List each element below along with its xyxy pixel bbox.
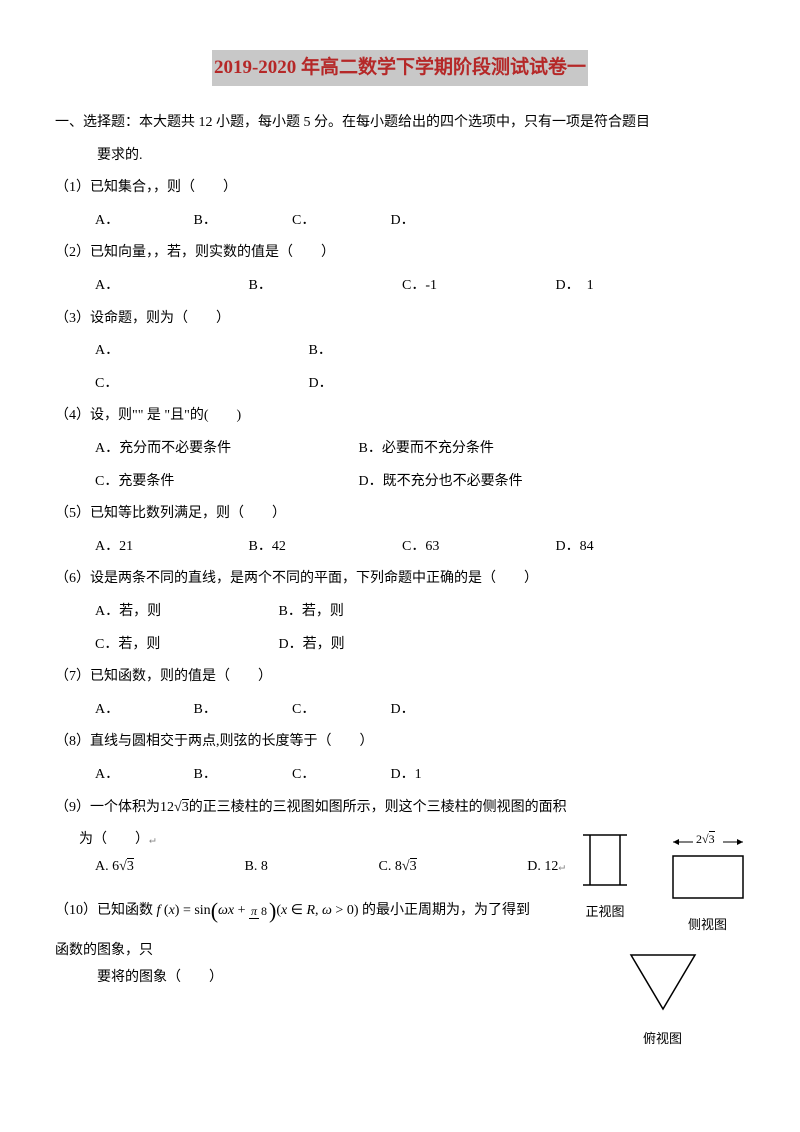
q4-options-row1: A．充分而不必要条件 B．必要而不充分条件 [55,436,745,463]
q6-opt-b: B．若，则 [279,599,344,626]
q5-opt-c: C．63 [402,534,552,561]
q7-opt-d: D． [391,697,415,724]
question-8: （8）直线与圆相交于两点,则弦的长度等于（ ） [55,729,745,756]
q3-options-row2: C． D． [55,371,745,398]
q3-opt-c: C． [95,371,305,398]
q9-prefix: （9）一个体积为 [55,795,160,822]
page-title: 2019-2020 年高二数学下学期阶段测试试卷一 [212,50,588,86]
q3-opt-d: D． [309,371,333,398]
q2-opt-c: C．-1 [402,273,552,300]
question-1: （1）已知集合，，则（ ） [55,175,745,202]
top-view-label: 俯视图 [570,1027,755,1052]
q1-opt-c: C． [292,208,387,235]
q5-options: A．21 B．42 C．63 D．84 [55,534,745,561]
q9-volume: 12√3 [160,795,189,822]
q9-opt-a: A. 6√3 [95,854,134,881]
q4-options-row2: C．充要条件 D．既不充分也不必要条件 [55,469,745,496]
q4-opt-d: D．既不充分也不必要条件 [359,469,523,496]
q7-options: A． B． C． D． [55,697,745,724]
q10-formula: f (x) = sin(ωx + π8)(x ∈ R, ω > 0) [157,903,362,918]
q9-opt-c: C. 8√3 [379,854,417,881]
question-10: （10）已知函数 f (x) = sin(ωx + π8)(x ∈ R, ω >… [55,890,565,932]
q7-opt-a: A． [95,697,190,724]
q4-opt-a: A．充分而不必要条件 [95,436,355,463]
side-dimension: 2√3 [660,830,755,853]
q3-opt-a: A． [95,338,305,365]
q5-opt-d: D．84 [556,534,594,561]
q2-opt-d: D． 1 [556,273,594,300]
q1-options: A． B． C． D． [55,208,745,235]
question-2: （2）已知向量，，若，则实数的值是（ ） [55,240,745,267]
q3-opt-b: B． [309,338,332,365]
front-view: 正视图 [570,830,640,937]
q5-opt-a: A．21 [95,534,245,561]
q7-opt-c: C． [292,697,387,724]
q5-opt-b: B．42 [249,534,399,561]
question-3: （3）设命题，则为（ ） [55,306,745,333]
q2-opt-b: B． [249,273,399,300]
q7-opt-b: B． [194,697,289,724]
section-header: 一、选择题：本大题共 12 小题，每小题 5 分。在每小题给出的四个选项中，只有… [55,110,745,137]
q1-opt-d: D． [391,208,415,235]
q2-options: A． B． C．-1 D． 1 [55,273,745,300]
q3-options-row1: A． B． [55,338,745,365]
q9-mid: 的正三棱柱的三视图如图所示，则这个三棱柱的侧视图的面积 [189,795,567,822]
question-5: （5）已知等比数列满足，则（ ） [55,501,745,528]
q8-opt-b: B． [194,762,289,789]
q6-opt-c: C．若，则 [95,632,275,659]
question-4: （4）设，则"" 是 "且"的( ) [55,403,745,430]
section-header-cont: 要求的. [55,143,745,170]
question-6: （6）设是两条不同的直线，是两个不同的平面，下列命题中正确的是（ ） [55,566,745,593]
orthographic-views: 正视图 2√3 侧视图 俯视图 [570,830,755,1052]
q6-options-row2: C．若，则 D．若，则 [55,632,745,659]
q1-opt-a: A． [95,208,190,235]
side-view-label: 侧视图 [660,913,755,938]
q1-opt-b: B． [194,208,289,235]
q8-opt-c: C． [292,762,387,789]
q4-opt-b: B．必要而不充分条件 [359,436,494,463]
question-7: （7）已知函数，则的值是（ ） [55,664,745,691]
q9-options: A. 6√3 B. 8 C. 8√3 D. 12↵ [55,854,565,881]
question-9: （9）一个体积为 12√3 的正三棱柱的三视图如图所示，则这个三棱柱的侧视图的面… [55,795,745,822]
q9-opt-d: D. 12↵ [527,854,565,881]
q8-options: A． B． C． D．1 [55,762,745,789]
q8-opt-d: D．1 [391,762,422,789]
front-view-label: 正视图 [570,900,640,925]
q2-opt-a: A． [95,273,245,300]
top-view: 俯视图 [570,947,755,1051]
side-view: 2√3 侧视图 [660,830,755,937]
q6-opt-d: D．若，则 [279,632,345,659]
q4-opt-c: C．充要条件 [95,469,355,496]
q6-options-row1: A．若，则 B．若，则 [55,599,745,626]
q9-opt-b: B. 8 [245,854,268,881]
q8-opt-a: A． [95,762,190,789]
q6-opt-a: A．若，则 [95,599,275,626]
